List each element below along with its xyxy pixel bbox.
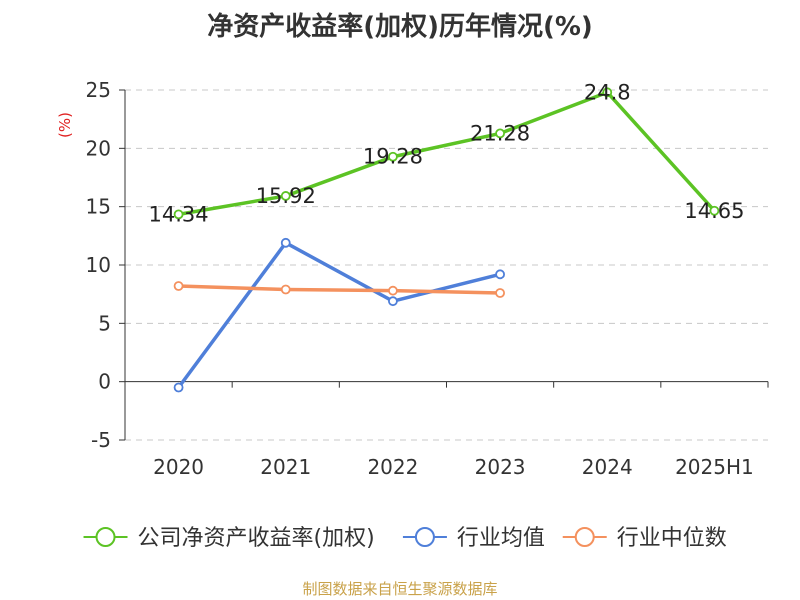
data-point <box>280 284 291 295</box>
y-tick-label: 0 <box>98 370 111 394</box>
legend-marker <box>95 527 116 547</box>
y-tick-label: 10 <box>86 253 111 277</box>
data-point <box>388 296 398 307</box>
data-source-note: 制图数据来自恒生聚源数据库 <box>302 580 498 598</box>
data-label: 14.65 <box>684 199 744 223</box>
y-tick-label: 15 <box>86 195 111 219</box>
data-point <box>173 281 184 291</box>
data-point <box>495 288 505 298</box>
y-tick-label: 20 <box>86 136 111 160</box>
data-point <box>173 209 184 220</box>
x-tick-label: 2022 <box>367 455 418 479</box>
data-point <box>602 87 613 98</box>
series-line-2 <box>177 241 501 389</box>
data-label: 21.28 <box>470 121 530 145</box>
legend-marker <box>414 527 435 547</box>
x-tick-label: 2025H1 <box>675 455 754 479</box>
data-point <box>388 151 398 162</box>
data-label: 14.34 <box>149 202 209 226</box>
data-point <box>495 128 505 139</box>
y-tick-label: 25 <box>86 78 111 102</box>
legend-label: 公司净资产收益率(加权) <box>138 526 375 551</box>
series-line-3 <box>178 284 501 295</box>
y-tick-label: -5 <box>91 428 111 452</box>
data-point <box>709 205 720 216</box>
data-label: 24.8 <box>584 80 631 104</box>
series-line-1 <box>178 90 716 217</box>
y-tick-label: 5 <box>98 311 111 335</box>
data-point <box>495 269 505 280</box>
y-axis-label: (%) <box>56 112 74 138</box>
legend-label: 行业中位数 <box>617 526 727 551</box>
data-point <box>388 285 398 296</box>
x-tick-label: 2020 <box>153 455 204 479</box>
x-tick-label: 2023 <box>475 455 526 479</box>
data-point <box>280 237 291 248</box>
data-point <box>173 382 184 393</box>
legend-label: 行业均值 <box>457 526 545 551</box>
data-point <box>280 191 291 201</box>
legend-marker <box>574 527 595 547</box>
x-tick-label: 2021 <box>260 455 311 479</box>
data-label: 19.28 <box>363 145 423 169</box>
chart-title: 净资产收益率(加权)历年情况(%) <box>207 12 593 42</box>
x-tick-label: 2024 <box>582 455 633 479</box>
data-label: 15.92 <box>256 184 316 208</box>
